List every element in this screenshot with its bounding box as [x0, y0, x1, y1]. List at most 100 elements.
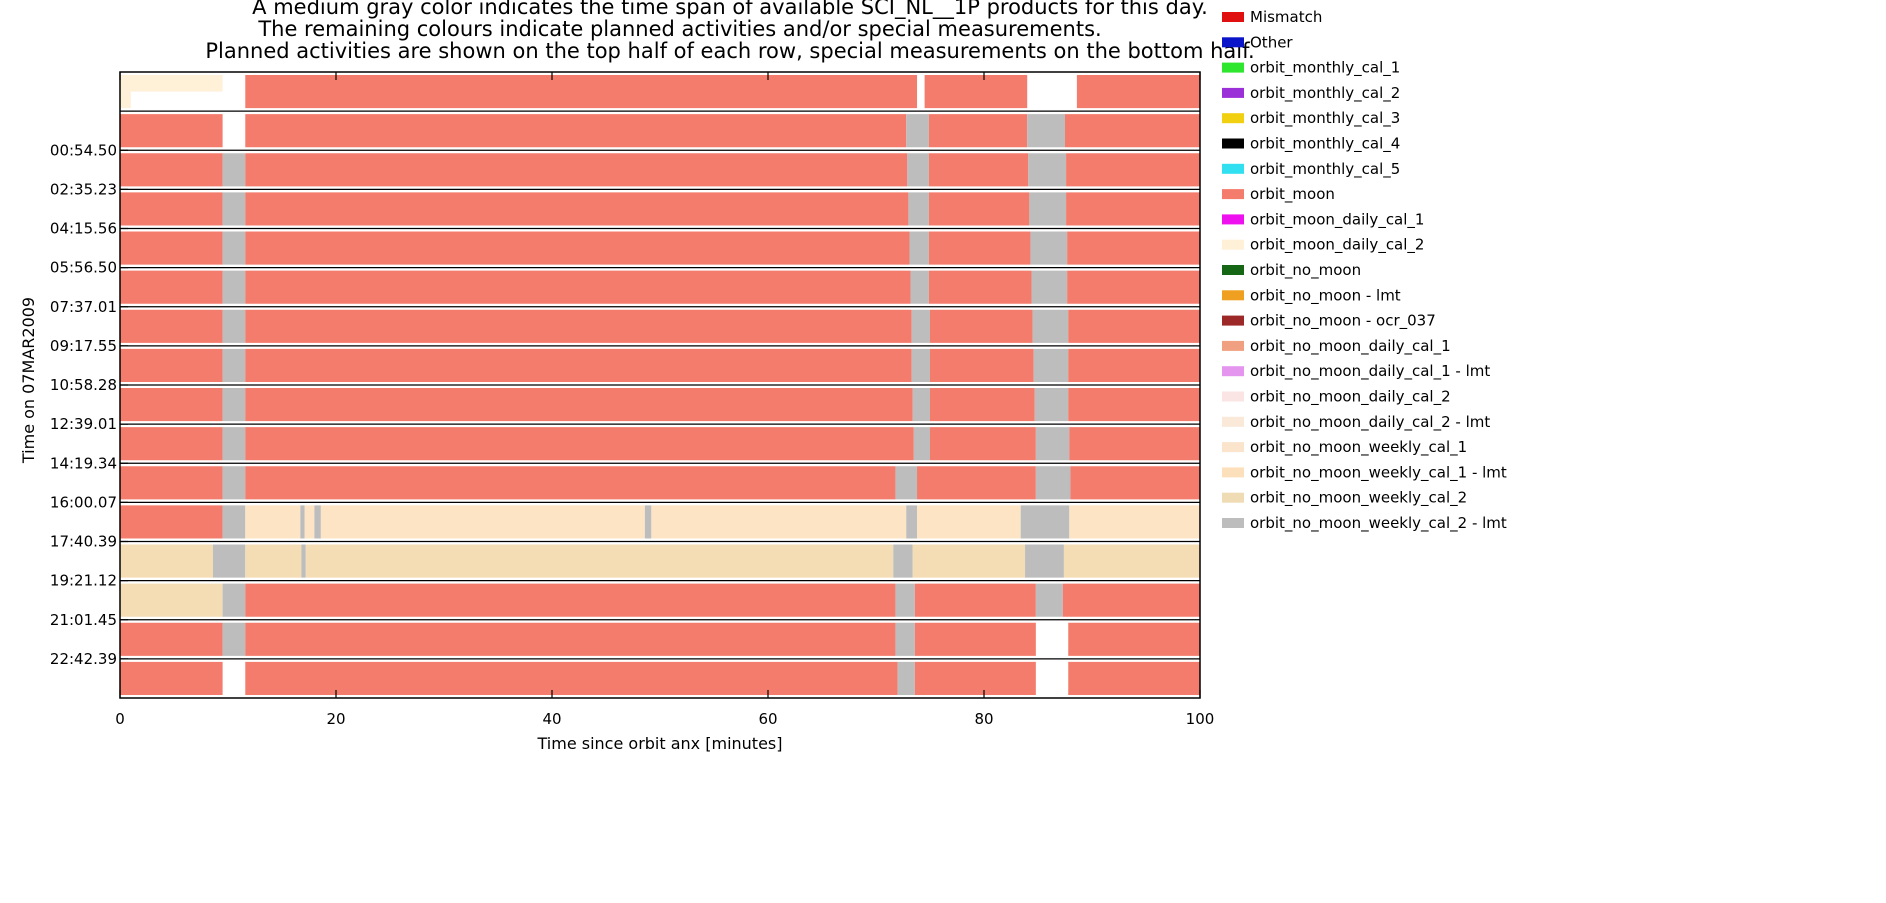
x-tick-label: 40: [542, 710, 561, 728]
timeline-segment: [120, 75, 223, 92]
timeline-row: [120, 622, 1200, 656]
timeline-segment: [1076, 75, 1200, 109]
timeline-row: [120, 270, 1200, 304]
legend-item: orbit_moon_daily_cal_2: [1222, 236, 1424, 255]
legend-swatch: [1222, 189, 1244, 200]
timeline-segment: [910, 270, 929, 304]
timeline-segment: [245, 114, 907, 148]
timeline-segment: [120, 270, 223, 304]
legend-item: orbit_no_moon - ocr_037: [1222, 312, 1436, 331]
legend-label: orbit_no_moon - ocr_037: [1250, 312, 1436, 331]
y-tick-label: 14:19.34: [50, 454, 117, 472]
legend-label: orbit_no_moon - lmt: [1250, 286, 1401, 305]
timeline-segment: [1066, 153, 1200, 187]
x-tick-label: 20: [326, 710, 345, 728]
timeline-segment: [245, 622, 896, 656]
timeline-segment: [930, 388, 1035, 422]
timeline-segment: [914, 661, 1036, 695]
timeline-segment: [245, 309, 912, 343]
timeline-segment: [930, 427, 1036, 461]
timeline-segment: [1035, 427, 1070, 461]
timeline-segment: [912, 544, 1026, 578]
legend-label: orbit_monthly_cal_2: [1250, 84, 1400, 103]
timeline-segment: [907, 153, 929, 187]
timeline-segment: [1025, 544, 1064, 578]
timeline-segment: [212, 544, 246, 578]
timeline-segment: [300, 505, 305, 539]
timeline-segment: [644, 505, 652, 539]
title-line-3: Planned activities are shown on the top …: [205, 39, 1254, 63]
timeline-segment: [1067, 231, 1200, 265]
timeline-segment: [1035, 583, 1063, 617]
timeline-segment: [906, 505, 918, 539]
y-tick-label: 17:40.39: [50, 533, 117, 551]
y-axis-label: Time on 07MAR2009: [19, 297, 38, 464]
legend-swatch: [1222, 87, 1244, 98]
legend-label: Mismatch: [1250, 8, 1322, 26]
legend-label: orbit_no_moon_daily_cal_2: [1250, 388, 1451, 407]
timeline-row: [120, 583, 1200, 617]
timeline-segment: [908, 192, 929, 226]
legend-label: orbit_moon: [1250, 185, 1335, 204]
legend-swatch: [1222, 290, 1244, 301]
timeline-segment: [930, 348, 1034, 382]
x-tick-label: 80: [974, 710, 993, 728]
legend-swatch: [1222, 518, 1244, 528]
legend-label: orbit_no_moon_daily_cal_2 - lmt: [1250, 413, 1490, 432]
y-tick-label: 04:15.56: [50, 220, 117, 238]
timeline-segment: [930, 309, 1033, 343]
timeline-segment: [1028, 153, 1067, 187]
timeline-segment: [222, 153, 246, 187]
legend-label: orbit_monthly_cal_5: [1250, 160, 1400, 179]
y-tick-label: 00:54.50: [50, 141, 117, 159]
timeline-segment: [245, 270, 911, 304]
timeline-segment: [928, 231, 1031, 265]
x-tick-label: 100: [1186, 710, 1215, 728]
legend-label: Other: [1250, 33, 1293, 51]
timeline-segment: [120, 583, 223, 617]
timeline-segment: [245, 505, 301, 539]
timeline-segment: [222, 270, 246, 304]
timeline-segment: [222, 192, 246, 226]
timeline-segment: [245, 583, 896, 617]
legend-swatch: [1222, 391, 1244, 402]
legend-swatch: [1222, 113, 1244, 124]
timeline-segment: [1063, 544, 1200, 578]
timeline-row: [120, 231, 1200, 265]
legend-item: orbit_monthly_cal_3: [1222, 109, 1400, 128]
timeline-segment: [913, 427, 930, 461]
timeline-segment: [245, 661, 898, 695]
timeline-segment: [245, 153, 908, 187]
y-tick-label: 21:01.45: [50, 611, 117, 629]
timeline-segment: [1068, 622, 1200, 656]
timeline-segment: [245, 388, 913, 422]
timeline-segment: [928, 270, 1032, 304]
legend-item: orbit_monthly_cal_2: [1222, 84, 1400, 103]
timeline-segment: [120, 466, 223, 500]
y-tick-label: 12:39.01: [50, 415, 117, 433]
y-tick-label: 10:58.28: [50, 376, 117, 394]
timeline-segment: [1034, 388, 1069, 422]
legend-item: orbit_moon: [1222, 185, 1335, 204]
timeline-segment: [245, 192, 909, 226]
timeline-segment: [305, 544, 894, 578]
legend-swatch: [1222, 62, 1244, 73]
legend-item: orbit_no_moon_weekly_cal_1 - lmt: [1222, 463, 1507, 482]
legend-item: Mismatch: [1222, 8, 1322, 26]
timeline-segment: [1032, 309, 1069, 343]
timeline-segment: [304, 505, 315, 539]
legend-swatch: [1222, 239, 1244, 250]
timeline-segment: [222, 309, 246, 343]
timeline-segment: [245, 348, 912, 382]
timeline-segment: [1030, 231, 1068, 265]
timeline-segment: [1020, 505, 1070, 539]
legend-label: orbit_no_moon_weekly_cal_2 - lmt: [1250, 514, 1507, 533]
y-tick-label: 02:35.23: [50, 180, 117, 198]
timeline-segment: [222, 427, 246, 461]
timeline-segment: [1031, 270, 1068, 304]
timeline-segment: [917, 505, 1021, 539]
timeline-segment: [120, 427, 223, 461]
legend-swatch: [1222, 265, 1244, 275]
timeline-segment: [120, 192, 223, 226]
chart-title: A medium gray color indicates the time s…: [205, 0, 1254, 63]
